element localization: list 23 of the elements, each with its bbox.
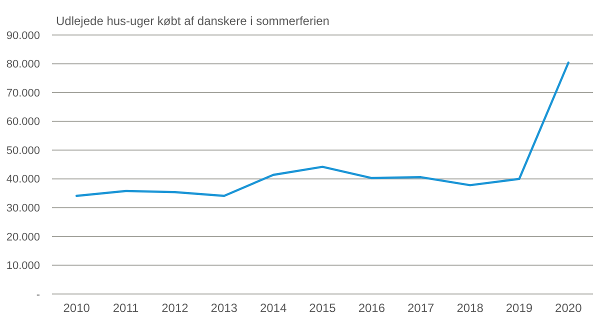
y-tick-label: 40.000 (6, 174, 40, 186)
y-tick-label: 60.000 (6, 116, 40, 128)
y-tick-label: 80.000 (6, 58, 40, 71)
y-tick-label: 50.000 (6, 144, 40, 157)
x-tick-label: 2014 (260, 301, 287, 315)
x-tick-label: 2020 (555, 301, 582, 315)
y-tick-label: 30.000 (6, 202, 40, 215)
x-tick-label: 2019 (506, 301, 533, 315)
x-tick-label: 2018 (456, 301, 484, 315)
chart-title: Udlejede hus-uger købt af danskere i sommerferien (56, 14, 330, 28)
y-tick-label: 20.000 (6, 231, 40, 244)
x-tick-label: 2010 (63, 301, 90, 315)
x-tick-label: 2017 (408, 301, 435, 315)
y-tick-label: 70.000 (6, 87, 40, 100)
x-tick-label: 2011 (112, 301, 139, 315)
y-tick-label: 90.000 (6, 30, 40, 42)
line-series (75, 62, 570, 197)
y-tick-label: 10.000 (6, 260, 40, 272)
x-tick-label: 2015 (309, 301, 336, 315)
y-tick-label: - (36, 288, 40, 301)
x-tick-label: 2013 (210, 301, 238, 315)
x-tick-label: 2016 (358, 301, 386, 315)
x-tick-label: 2012 (162, 301, 189, 315)
